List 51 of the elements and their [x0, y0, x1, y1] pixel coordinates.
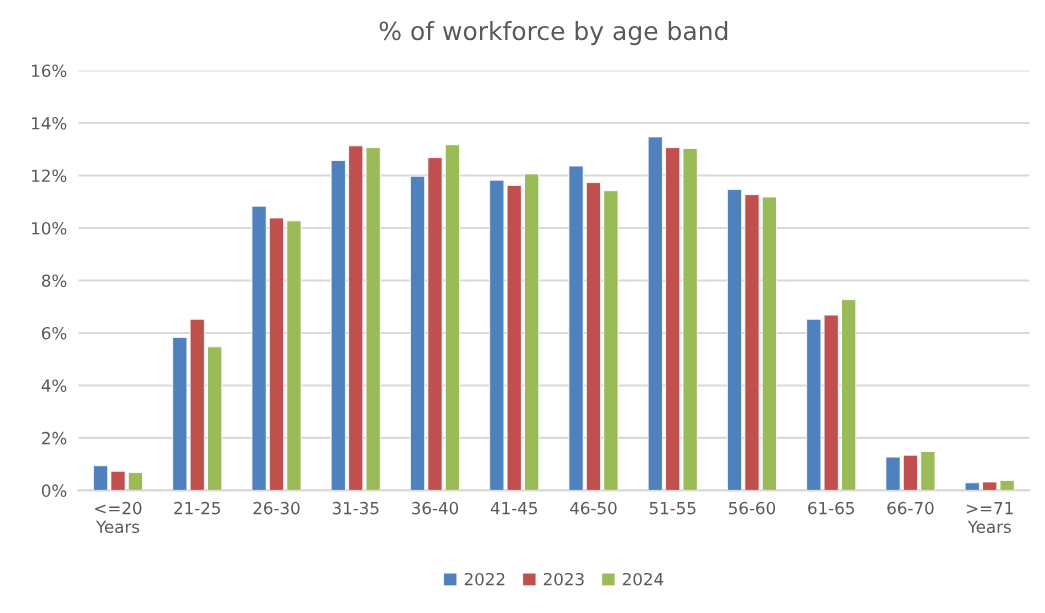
y-tick-label: 16% — [32, 64, 67, 78]
bar — [761, 196, 777, 491]
bar — [524, 173, 540, 491]
bar — [444, 144, 460, 491]
legend-label: 2022 — [464, 572, 505, 586]
bar — [585, 182, 602, 491]
y-tick-label: 0% — [41, 484, 67, 497]
x-tick-label: 31-35 — [332, 501, 379, 515]
bar — [744, 194, 760, 491]
bar — [902, 454, 919, 491]
y-tick-label: 10% — [32, 221, 67, 235]
x-tick-label: 21-25 — [174, 501, 220, 515]
bar — [603, 190, 619, 491]
x-tick-label: 41-45 — [490, 502, 537, 515]
bar — [268, 217, 285, 491]
bar — [110, 470, 126, 491]
x-tick-label: 46-50 — [570, 501, 617, 515]
x-tick-label: 61-65 — [808, 501, 854, 515]
bar — [330, 160, 346, 491]
y-tick-label: 12% — [32, 169, 67, 183]
bar — [885, 456, 901, 491]
bar — [999, 480, 1015, 491]
bar — [410, 175, 426, 491]
bar — [286, 220, 302, 491]
y-tick-label: 4% — [41, 379, 67, 392]
x-tick-label: >=71 Years — [966, 502, 1013, 534]
bar — [964, 482, 980, 491]
legend-label: 2023 — [543, 572, 584, 586]
chart-title: % of workforce by age band — [379, 20, 728, 46]
bar — [982, 481, 998, 491]
y-tick-label: 6% — [41, 326, 67, 340]
bar — [427, 157, 443, 491]
y-tick-label: 2% — [42, 431, 67, 445]
bar — [127, 472, 143, 491]
bar — [726, 188, 743, 491]
x-tick-label: <=20 Years — [95, 501, 142, 534]
y-tick-label: 14% — [32, 116, 67, 130]
x-tick-label: 26-30 — [253, 501, 300, 515]
x-tick-label: 56-60 — [729, 501, 776, 515]
bar — [251, 205, 267, 491]
bar — [841, 299, 857, 491]
bar — [568, 165, 584, 491]
x-tick-label: 66-70 — [887, 501, 934, 515]
bar — [920, 451, 936, 491]
legend-label: 2024 — [622, 572, 664, 586]
x-tick-label: 36-40 — [412, 501, 459, 515]
bar — [647, 136, 663, 491]
y-tick-label: 8% — [41, 274, 67, 288]
bar — [93, 465, 109, 491]
x-tick-label: 51-55 — [649, 502, 696, 515]
bar — [207, 346, 223, 491]
